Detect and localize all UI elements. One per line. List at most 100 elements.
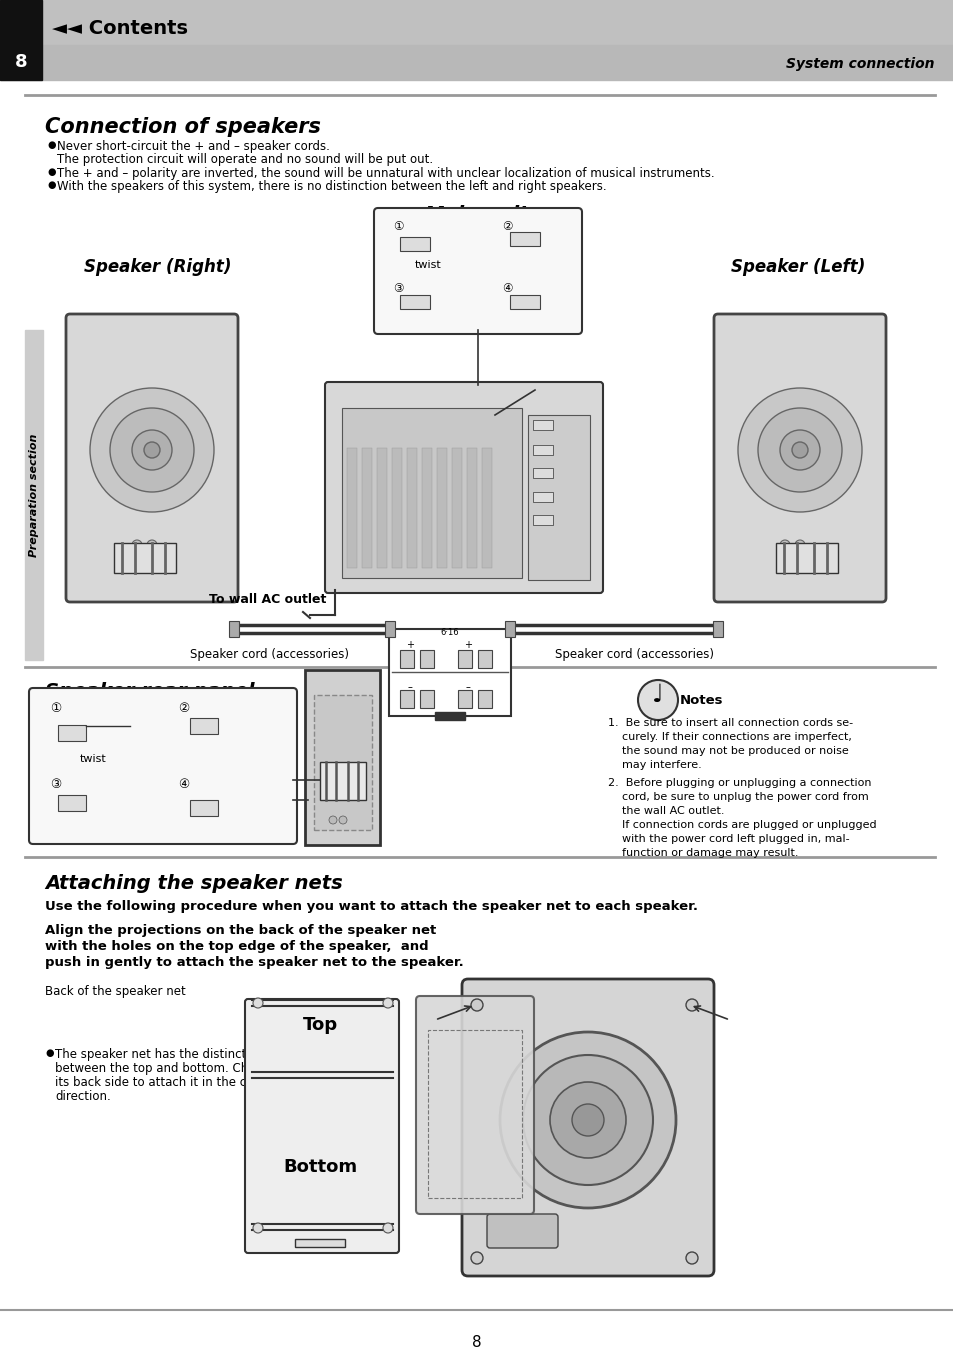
Text: ①: ① bbox=[50, 703, 61, 715]
Bar bbox=[527, 415, 589, 580]
FancyBboxPatch shape bbox=[325, 382, 602, 593]
FancyBboxPatch shape bbox=[66, 313, 237, 603]
Text: ②: ② bbox=[178, 703, 189, 715]
Bar bbox=[533, 467, 553, 478]
Text: With the speakers of this system, there is no distinction between the left and r: With the speakers of this system, there … bbox=[57, 180, 606, 193]
Circle shape bbox=[780, 430, 820, 470]
FancyBboxPatch shape bbox=[29, 688, 296, 844]
Circle shape bbox=[471, 998, 482, 1011]
Bar bbox=[392, 449, 401, 567]
Text: Never short-circuit the + and – speaker cords.: Never short-circuit the + and – speaker … bbox=[57, 141, 330, 153]
Text: Connection of speakers: Connection of speakers bbox=[45, 118, 320, 136]
Text: +: + bbox=[406, 640, 414, 650]
Text: To wall AC outlet: To wall AC outlet bbox=[209, 593, 326, 607]
Text: The + and – polarity are inverted, the sound will be unnatural with unclear loca: The + and – polarity are inverted, the s… bbox=[57, 168, 714, 180]
Text: with the power cord left plugged in, mal-: with the power cord left plugged in, mal… bbox=[607, 834, 849, 844]
Text: ◄◄ Contents: ◄◄ Contents bbox=[52, 19, 188, 38]
Bar bbox=[58, 794, 86, 811]
Circle shape bbox=[794, 540, 804, 550]
Text: Bottom: Bottom bbox=[283, 1158, 356, 1175]
Bar bbox=[314, 694, 372, 830]
Circle shape bbox=[738, 388, 862, 512]
Bar bbox=[510, 295, 539, 309]
Text: ③: ③ bbox=[50, 778, 61, 790]
Bar bbox=[467, 449, 476, 567]
Circle shape bbox=[132, 430, 172, 470]
Bar bbox=[361, 449, 372, 567]
Bar bbox=[421, 449, 432, 567]
Text: function or damage may result.: function or damage may result. bbox=[607, 848, 798, 858]
Bar bbox=[407, 449, 416, 567]
Text: ●: ● bbox=[47, 168, 55, 177]
Bar bbox=[452, 449, 461, 567]
Bar bbox=[347, 449, 356, 567]
Bar bbox=[385, 621, 395, 638]
Text: If connection cords are plugged or unplugged: If connection cords are plugged or unplu… bbox=[607, 820, 876, 830]
Text: Use the following procedure when you want to attach the speaker net to each spea: Use the following procedure when you wan… bbox=[45, 900, 698, 913]
FancyBboxPatch shape bbox=[486, 1215, 558, 1248]
Circle shape bbox=[253, 998, 263, 1008]
Text: Speaker cord (accessories): Speaker cord (accessories) bbox=[191, 648, 349, 661]
FancyBboxPatch shape bbox=[374, 208, 581, 334]
Text: Speaker rear panel: Speaker rear panel bbox=[45, 682, 254, 701]
Bar bbox=[504, 621, 515, 638]
Bar bbox=[712, 621, 722, 638]
Text: the wall AC outlet.: the wall AC outlet. bbox=[607, 807, 723, 816]
Bar bbox=[0, 45, 953, 80]
Text: ③: ③ bbox=[393, 282, 403, 295]
Text: curely. If their connections are imperfect,: curely. If their connections are imperfe… bbox=[607, 732, 851, 742]
Circle shape bbox=[329, 816, 336, 824]
Text: ②: ② bbox=[501, 220, 512, 232]
Bar bbox=[428, 1029, 521, 1198]
FancyBboxPatch shape bbox=[416, 996, 534, 1215]
Text: 6·16: 6·16 bbox=[440, 628, 458, 638]
Circle shape bbox=[144, 442, 160, 458]
Text: ●: ● bbox=[45, 1048, 53, 1058]
Bar bbox=[376, 449, 387, 567]
Bar bbox=[533, 492, 553, 503]
FancyBboxPatch shape bbox=[461, 979, 713, 1275]
Text: +: + bbox=[463, 640, 472, 650]
Text: Speaker (Right): Speaker (Right) bbox=[84, 258, 232, 276]
Text: ④: ④ bbox=[178, 778, 189, 790]
FancyBboxPatch shape bbox=[713, 313, 885, 603]
Bar bbox=[399, 295, 430, 309]
Circle shape bbox=[253, 1223, 263, 1233]
Bar bbox=[510, 232, 539, 246]
Bar bbox=[305, 670, 379, 844]
Bar bbox=[399, 236, 430, 251]
Text: 1.  Be sure to insert all connection cords se-: 1. Be sure to insert all connection cord… bbox=[607, 717, 852, 728]
Text: ①: ① bbox=[393, 220, 403, 232]
Circle shape bbox=[791, 442, 807, 458]
Bar bbox=[58, 725, 86, 740]
Polygon shape bbox=[477, 690, 492, 708]
Text: Main unit: Main unit bbox=[425, 205, 528, 224]
Bar bbox=[294, 1239, 345, 1247]
Bar bbox=[533, 515, 553, 526]
FancyBboxPatch shape bbox=[245, 998, 398, 1252]
Text: Preparation section: Preparation section bbox=[29, 434, 39, 557]
Circle shape bbox=[572, 1104, 603, 1136]
Text: Top: Top bbox=[302, 1016, 337, 1034]
FancyBboxPatch shape bbox=[389, 630, 511, 716]
Text: Align the projections on the back of the speaker net: Align the projections on the back of the… bbox=[45, 924, 436, 938]
Bar bbox=[113, 543, 175, 573]
Circle shape bbox=[147, 540, 157, 550]
Text: The speaker net has the distinction: The speaker net has the distinction bbox=[55, 1048, 264, 1061]
Text: twist: twist bbox=[415, 259, 441, 270]
Text: with the holes on the top edge of the speaker,  and: with the holes on the top edge of the sp… bbox=[45, 940, 428, 952]
Bar bbox=[775, 543, 837, 573]
Bar bbox=[533, 444, 553, 455]
Text: between the top and bottom. Check: between the top and bottom. Check bbox=[55, 1062, 269, 1075]
Text: –: – bbox=[465, 682, 470, 692]
Polygon shape bbox=[399, 690, 414, 708]
Polygon shape bbox=[399, 650, 414, 667]
Circle shape bbox=[499, 1032, 676, 1208]
Text: Speaker (Left): Speaker (Left) bbox=[730, 258, 864, 276]
Circle shape bbox=[685, 1252, 698, 1265]
Text: ♩: ♩ bbox=[652, 684, 663, 707]
Bar bbox=[25, 330, 43, 661]
Circle shape bbox=[132, 540, 142, 550]
Text: The protection circuit will operate and no sound will be put out.: The protection circuit will operate and … bbox=[57, 153, 433, 166]
Bar bbox=[190, 717, 218, 734]
